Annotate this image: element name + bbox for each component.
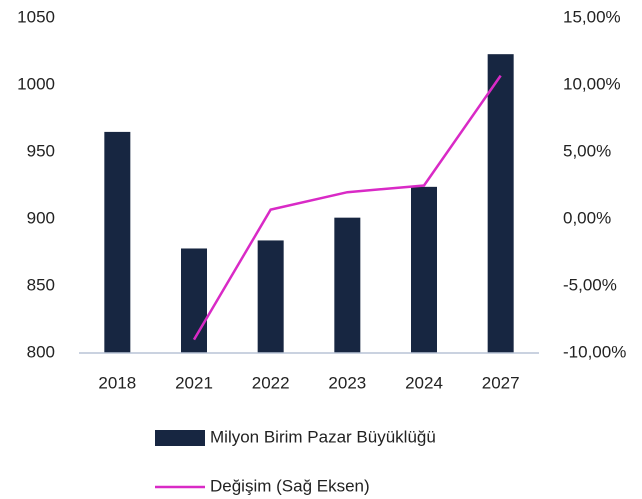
y-tick-label: 900 <box>27 208 55 227</box>
x-tick-label: 2021 <box>175 373 213 392</box>
x-tick-label: 2023 <box>328 373 366 392</box>
y2-tick-label: 5,00% <box>563 141 611 160</box>
legend-swatch <box>155 430 205 446</box>
y-tick-label: 1000 <box>17 74 55 93</box>
y2-tick-label: -5,00% <box>563 275 617 294</box>
bar <box>487 54 514 354</box>
y-tick-label: 800 <box>27 342 55 361</box>
x-tick-label: 2018 <box>98 373 136 392</box>
y2-tick-label: 15,00% <box>563 7 621 26</box>
y-tick-label: 850 <box>27 275 55 294</box>
y-tick-label: 1050 <box>17 7 55 26</box>
bar <box>411 186 437 353</box>
y2-tick-label: 0,00% <box>563 208 611 227</box>
x-tick-label: 2022 <box>252 373 290 392</box>
y-tick-label: 950 <box>27 141 55 160</box>
legend-label: Milyon Birim Pazar Büyüklüğü <box>210 427 436 446</box>
line <box>192 74 502 341</box>
y2-tick-label: 10,00% <box>563 74 621 93</box>
bar <box>257 240 284 353</box>
bar <box>181 248 207 353</box>
y2-tick-label: -10,00% <box>563 342 626 361</box>
x-tick-label: 2024 <box>405 373 443 392</box>
legend-label: Değişim (Sağ Eksen) <box>210 476 370 495</box>
x-tick-label: 2027 <box>482 373 520 392</box>
bar <box>104 131 131 353</box>
bar <box>334 217 361 353</box>
